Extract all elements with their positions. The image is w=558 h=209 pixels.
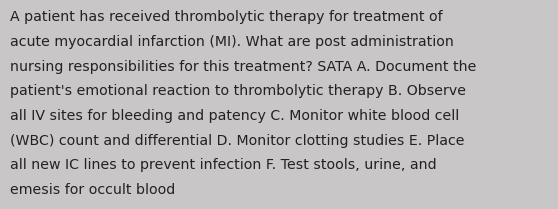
Text: all IV sites for bleeding and patency C. Monitor white blood cell: all IV sites for bleeding and patency C.… (10, 109, 459, 123)
Text: all new IC lines to prevent infection F. Test stools, urine, and: all new IC lines to prevent infection F.… (10, 158, 437, 172)
Text: emesis for occult blood: emesis for occult blood (10, 183, 175, 197)
Text: patient's emotional reaction to thrombolytic therapy B. Observe: patient's emotional reaction to thrombol… (10, 84, 466, 98)
Text: acute myocardial infarction (MI). What are post administration: acute myocardial infarction (MI). What a… (10, 35, 454, 49)
Text: (WBC) count and differential D. Monitor clotting studies E. Place: (WBC) count and differential D. Monitor … (10, 134, 465, 148)
Text: A patient has received thrombolytic therapy for treatment of: A patient has received thrombolytic ther… (10, 10, 442, 24)
Text: nursing responsibilities for this treatment? SATA A. Document the: nursing responsibilities for this treatm… (10, 60, 477, 74)
